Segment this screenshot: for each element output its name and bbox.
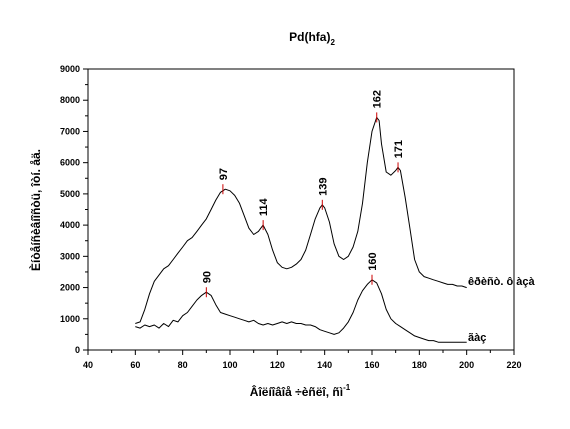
series-line-1 [135,279,467,343]
y-tick-label: 6000 [60,158,80,168]
x-tick-label: 80 [178,360,188,370]
x-tick-label: 160 [364,360,379,370]
x-tick-label: 220 [506,360,521,370]
y-axis-title: Èíòåíñèâíîñòü, îòí. åä. [28,149,43,271]
x-tick-label: 100 [222,360,237,370]
peak-annotations: 97 114 139 162 171 90 160 [201,90,405,298]
x-tick-label: 40 [83,360,93,370]
y-tick-label: 2000 [60,283,80,293]
y-axis: 0 1000 2000 3000 4000 5000 6000 7000 8000 9000 [60,64,88,355]
peak-label: 114 [258,197,270,216]
y-tick-label: 8000 [60,95,80,105]
plot-area [87,68,515,351]
x-tick-label: 120 [270,360,285,370]
x-tick-label: 180 [412,360,427,370]
peak-label: 90 [201,271,213,283]
series-label-gas: ãàç [468,332,486,344]
x-tick-label: 60 [130,360,140,370]
x-tick-label: 140 [317,360,332,370]
peak-label: 171 [393,140,405,158]
series-group [135,116,467,343]
y-tick-label: 1000 [60,314,80,324]
peak-label: 139 [317,177,329,195]
plot-border [87,68,515,351]
series-label-crystal: êðèñò. ô àçà [468,276,536,288]
series-line-0 [135,116,467,324]
y-tick-label: 0 [75,345,80,355]
peak-label: 160 [367,252,379,270]
x-axis: 40 60 80 100 120 140 160 180 200 220 [83,350,522,370]
chart-title: Pd(hfa)2 [289,30,335,47]
x-axis-title: Âîëíîâîå ÷èñëî, ñì-1 [250,383,351,399]
y-tick-label: 3000 [60,251,80,261]
y-tick-label: 5000 [60,189,80,199]
y-tick-label: 4000 [60,220,80,230]
y-tick-label: 9000 [60,64,80,74]
peak-label: 97 [218,168,230,180]
x-tick-label: 200 [459,360,474,370]
y-tick-label: 7000 [60,126,80,136]
peak-label: 162 [372,90,384,108]
